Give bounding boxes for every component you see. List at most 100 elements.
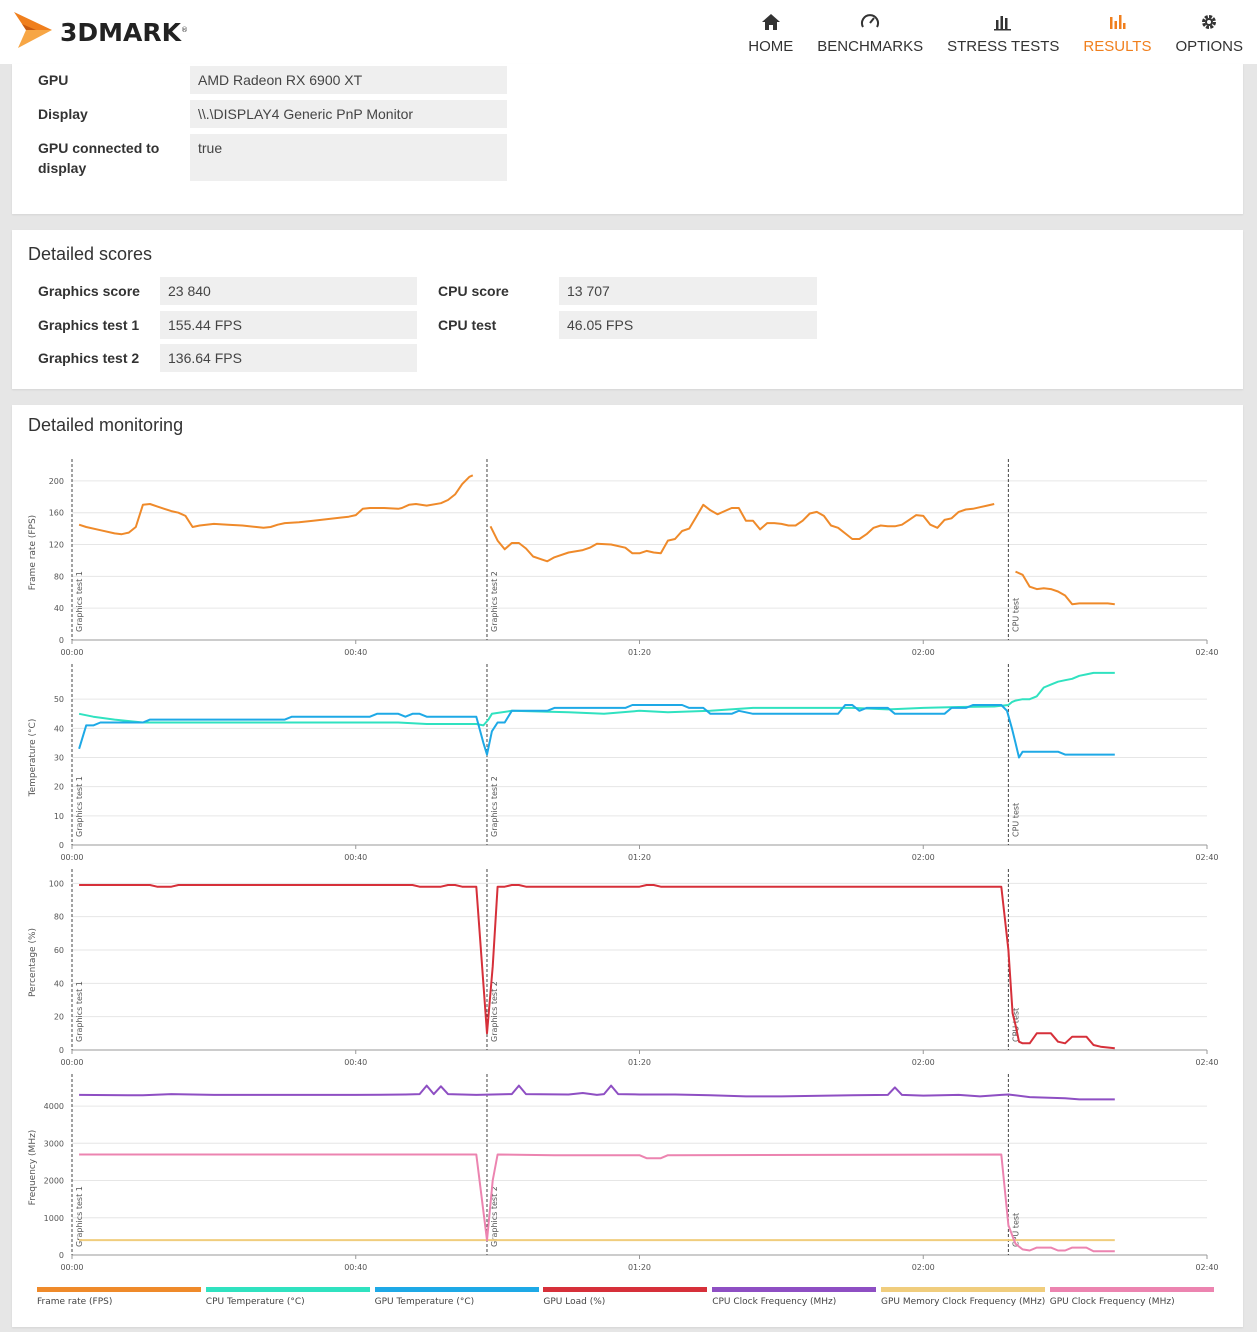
detailed-scores-card: Detailed scores Graphics score 23 840 Gr… bbox=[12, 230, 1243, 389]
x-tick-label: 02:40 bbox=[1195, 1263, 1218, 1272]
legend-item[interactable]: GPU Temperature (°C) bbox=[374, 1287, 544, 1307]
x-tick-label: 00:00 bbox=[60, 1263, 83, 1272]
y-tick-label: 0 bbox=[59, 1251, 64, 1260]
graphics-test-1-value: 155.44 FPS bbox=[160, 311, 417, 339]
test-marker-label: Graphics test 2 bbox=[490, 571, 499, 632]
nav-results[interactable]: RESULTS bbox=[1083, 10, 1151, 55]
results-chart-icon bbox=[1107, 10, 1127, 34]
x-tick-label: 00:40 bbox=[344, 648, 367, 657]
test-marker-label: CPU test bbox=[1011, 598, 1020, 632]
detailed-monitoring-title: Detailed monitoring bbox=[28, 415, 184, 435]
x-tick-label: 02:00 bbox=[912, 648, 935, 657]
legend-item[interactable]: Frame rate (FPS) bbox=[37, 1287, 206, 1307]
y-axis-label: Temperature (°C) bbox=[28, 719, 38, 798]
graphics-test-2-value: 136.64 FPS bbox=[160, 344, 417, 372]
nav-stress-label: STRESS TESTS bbox=[947, 38, 1060, 55]
chart-panel-3: 0 20 40 60 80 100 00:00 00:40 01:20 02:00 02:40 Per… bbox=[28, 869, 1219, 1067]
gpu-connected-label-line2: display bbox=[38, 160, 87, 176]
x-tick-label: 00:00 bbox=[60, 1058, 83, 1067]
legend-item[interactable]: GPU Clock Frequency (MHz) bbox=[1049, 1287, 1219, 1307]
test-marker-label: Graphics test 2 bbox=[490, 1186, 499, 1247]
bar-chart-icon bbox=[993, 10, 1013, 34]
nav-benchmarks-label: BENCHMARKS bbox=[817, 38, 924, 55]
x-tick-label: 00:00 bbox=[60, 853, 83, 862]
y-axis-label: Percentage (%) bbox=[28, 928, 38, 997]
legend-label: CPU Clock Frequency (MHz) bbox=[712, 1297, 837, 1307]
legend-label: GPU Temperature (°C) bbox=[374, 1297, 475, 1307]
graphics-test-1-label: Graphics test 1 bbox=[38, 317, 140, 333]
y-tick-label: 1000 bbox=[44, 1214, 64, 1223]
test-marker-label: CPU test bbox=[1011, 803, 1020, 837]
legend-item[interactable]: GPU Load (%) bbox=[543, 1287, 712, 1307]
nav-home-label: HOME bbox=[748, 38, 794, 55]
y-tick-label: 0 bbox=[59, 1046, 64, 1055]
gauge-icon bbox=[860, 10, 880, 34]
display-label: Display bbox=[38, 106, 88, 122]
legend-item[interactable]: GPU Memory Clock Frequency (MHz) bbox=[880, 1287, 1050, 1307]
legend-swatch bbox=[205, 1287, 370, 1292]
series-line bbox=[79, 1153, 1115, 1253]
x-tick-label: 02:00 bbox=[912, 1058, 935, 1067]
x-tick-label: 02:40 bbox=[1195, 648, 1218, 657]
legend-label: GPU Memory Clock Frequency (MHz) bbox=[880, 1297, 1046, 1307]
gear-icon bbox=[1199, 10, 1219, 34]
home-icon bbox=[761, 10, 781, 34]
brand-logo[interactable]: 3DMARK ® bbox=[12, 8, 188, 52]
y-tick-label: 2000 bbox=[44, 1177, 64, 1186]
y-tick-label: 80 bbox=[54, 913, 64, 922]
legend-swatch bbox=[1049, 1287, 1214, 1292]
test-marker-label: Graphics test 1 bbox=[75, 776, 84, 837]
3dmark-logo-icon bbox=[14, 12, 52, 48]
registered-mark: ® bbox=[181, 26, 188, 34]
y-tick-label: 120 bbox=[49, 541, 64, 550]
test-marker-label: Graphics test 1 bbox=[75, 981, 84, 1042]
gpu-label: GPU bbox=[38, 72, 69, 88]
legend-item[interactable]: CPU Clock Frequency (MHz) bbox=[712, 1287, 881, 1307]
system-info-card: GPU AMD Radeon RX 6900 XT Display \\.\DI… bbox=[12, 64, 1243, 214]
chart-legend: Frame rate (FPS) CPU Temperature (°C) GPU … bbox=[37, 1287, 1219, 1307]
series-line bbox=[78, 704, 1115, 759]
y-tick-label: 3000 bbox=[44, 1139, 64, 1148]
x-tick-label: 01:20 bbox=[628, 1058, 651, 1067]
legend-swatch bbox=[543, 1287, 708, 1292]
chart-panel-4: 0 1000 2000 3000 4000 00:00 00:40 01:20 02:00 02:… bbox=[28, 1074, 1219, 1272]
series-line bbox=[79, 1084, 1115, 1101]
nav-home[interactable]: HOME bbox=[748, 10, 793, 55]
test-marker-label: Graphics test 2 bbox=[490, 776, 499, 837]
series-line bbox=[78, 474, 474, 536]
nav-stress[interactable]: STRESS TESTS bbox=[947, 10, 1059, 55]
y-tick-label: 10 bbox=[54, 812, 64, 821]
cpu-score-value: 13 707 bbox=[559, 277, 817, 305]
cpu-score-label: CPU score bbox=[438, 283, 509, 299]
x-tick-label: 00:00 bbox=[60, 648, 83, 657]
y-tick-label: 50 bbox=[54, 695, 64, 704]
legend-swatch bbox=[374, 1287, 539, 1292]
y-tick-label: 60 bbox=[54, 946, 64, 955]
y-tick-label: 40 bbox=[54, 604, 64, 613]
legend-item[interactable]: CPU Temperature (°C) bbox=[205, 1287, 375, 1307]
nav-benchmarks[interactable]: BENCHMARKS bbox=[817, 10, 923, 55]
legend-label: Frame rate (FPS) bbox=[37, 1297, 113, 1307]
app-header: 3DMARK ® HOME BENCHMARKS STRESS TESTS RESULT… bbox=[0, 0, 1257, 64]
y-tick-label: 160 bbox=[49, 509, 64, 518]
series-line bbox=[78, 671, 1115, 727]
detailed-scores-title: Detailed scores bbox=[28, 244, 153, 264]
gpu-connected-label: GPU connected to display bbox=[38, 138, 159, 178]
y-tick-label: 40 bbox=[54, 724, 64, 733]
x-tick-label: 01:20 bbox=[628, 1263, 651, 1272]
x-tick-label: 02:00 bbox=[912, 853, 935, 862]
gpu-connected-label-line1: GPU connected to bbox=[38, 140, 160, 156]
nav-options[interactable]: OPTIONS bbox=[1175, 10, 1243, 55]
x-tick-label: 02:00 bbox=[912, 1263, 935, 1272]
nav-options-label: OPTIONS bbox=[1175, 38, 1243, 55]
graphics-score-label: Graphics score bbox=[38, 283, 140, 299]
x-tick-label: 00:40 bbox=[344, 1058, 367, 1067]
series-line bbox=[79, 884, 1115, 1050]
y-tick-label: 100 bbox=[49, 879, 64, 888]
y-tick-label: 40 bbox=[54, 979, 64, 988]
gpu-value: AMD Radeon RX 6900 XT bbox=[190, 66, 507, 94]
test-marker-label: Graphics test 1 bbox=[75, 571, 84, 632]
chart-panel-1: 0 40 80 120 160 200 00:00 00:40 01:20 02:00 02:40 F… bbox=[28, 459, 1219, 657]
graphics-test-2-label: Graphics test 2 bbox=[38, 350, 140, 366]
